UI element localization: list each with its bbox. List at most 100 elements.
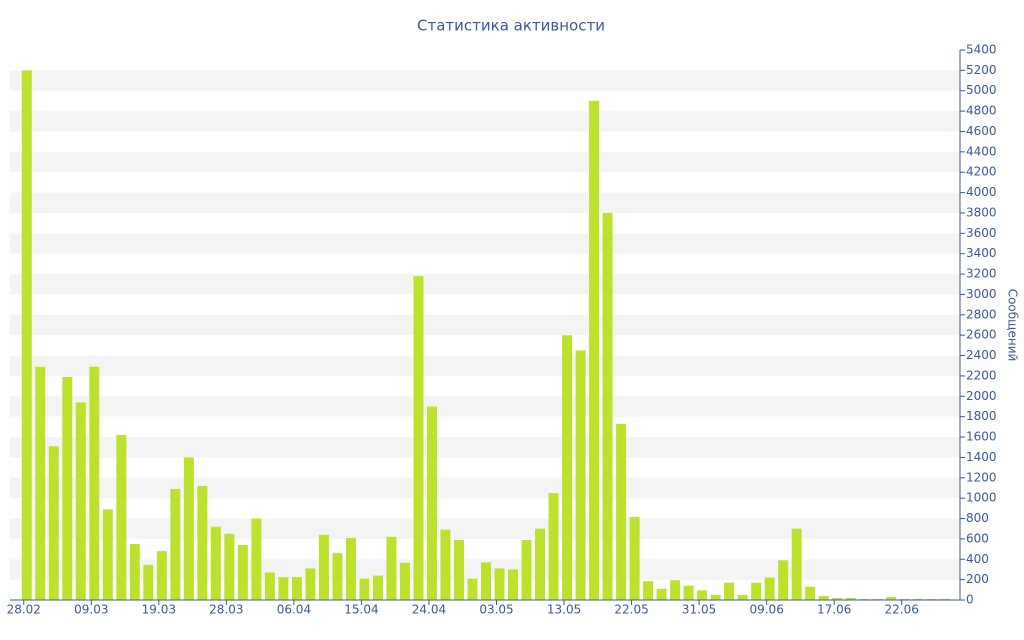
bar [589, 100, 600, 600]
bar [535, 528, 546, 600]
bar [62, 376, 73, 600]
y-tick-label: 2600 [966, 328, 997, 342]
bar [670, 580, 681, 600]
y-tick-label: 3600 [966, 226, 997, 240]
bar [940, 598, 951, 600]
y-tick-label: 4000 [966, 185, 997, 199]
y-tick-label: 1600 [966, 430, 997, 444]
x-tick-label: 19.03 [142, 603, 176, 617]
bar [224, 533, 235, 600]
bar [764, 577, 775, 600]
y-tick-label: 5200 [966, 63, 997, 77]
y-tick-label: 5000 [966, 83, 997, 97]
x-tick-label: 13.05 [547, 603, 581, 617]
x-tick-label: 28.02 [7, 603, 41, 617]
bar [89, 366, 100, 600]
y-tick-label: 200 [966, 572, 989, 586]
y-tick-label: 1400 [966, 450, 997, 464]
bar [481, 562, 491, 600]
x-tick-label: 17.06 [817, 603, 851, 617]
bar [251, 518, 262, 600]
bar [872, 598, 883, 600]
bar [386, 536, 397, 600]
grid-band [10, 70, 960, 91]
grid-band [10, 314, 960, 336]
x-tick-label: 15.04 [344, 603, 378, 617]
bar [453, 539, 464, 600]
y-tick-label: 0 [966, 593, 974, 607]
y-tick-label: 5400 [966, 43, 997, 57]
bar [291, 577, 302, 600]
bar [710, 594, 721, 600]
bar [183, 457, 194, 600]
bar [372, 575, 383, 600]
bar [413, 276, 424, 600]
bar [170, 488, 181, 600]
bar [102, 509, 113, 600]
bar [913, 598, 924, 600]
y-tick-label: 4600 [966, 124, 997, 138]
x-tick-label: 24.04 [412, 603, 446, 617]
bar [643, 581, 654, 600]
bar [629, 516, 640, 600]
grid-band [10, 192, 960, 213]
bar [467, 578, 478, 600]
bar [278, 577, 289, 600]
y-axis-label: Сообщений [1006, 289, 1020, 362]
chart-title: Статистика активности [417, 17, 605, 35]
y-tick-label: 2400 [966, 348, 997, 362]
y-tick-label: 800 [966, 511, 989, 525]
y-tick-label: 4800 [966, 104, 997, 118]
x-tick-label: 28.03 [209, 603, 243, 617]
bar [116, 435, 127, 600]
bar [616, 423, 627, 600]
x-tick-label: 22.06 [885, 603, 919, 617]
bar [494, 568, 505, 600]
grid-band [10, 111, 960, 132]
bar [143, 564, 154, 600]
bar [751, 582, 762, 600]
y-tick-label: 3000 [966, 287, 997, 301]
bar [75, 402, 86, 600]
y-tick-label: 3800 [966, 205, 997, 219]
x-tick-label: 09.03 [74, 603, 108, 617]
bar [548, 493, 559, 600]
bar [737, 594, 748, 600]
y-tick-label: 4200 [966, 165, 997, 179]
grid-band [10, 437, 960, 458]
bar [399, 562, 410, 600]
grid-band [10, 477, 960, 499]
bar [683, 585, 694, 600]
grid-band [10, 151, 960, 173]
bar [562, 335, 573, 600]
bar [832, 597, 843, 600]
bar [210, 526, 221, 600]
bar [859, 598, 870, 600]
y-tick-label: 400 [966, 552, 989, 566]
grid-band [10, 233, 960, 254]
bar [697, 590, 708, 600]
bar [602, 212, 613, 601]
bar [508, 569, 519, 600]
bar [21, 70, 32, 601]
bar [35, 366, 46, 600]
bar [156, 551, 167, 600]
bar [345, 537, 356, 600]
bar [845, 597, 856, 600]
bar [791, 528, 802, 600]
y-tick-label: 600 [966, 531, 989, 545]
bar [426, 406, 437, 600]
bar [575, 350, 586, 600]
y-tick-label: 2800 [966, 307, 997, 321]
bar [305, 568, 316, 600]
grid-band [10, 396, 960, 417]
bar [332, 553, 343, 600]
bar [886, 596, 897, 600]
y-tick-label: 2000 [966, 389, 997, 403]
bar [818, 595, 829, 600]
bar [318, 534, 329, 600]
grid-band [10, 518, 960, 539]
bar [264, 572, 275, 600]
bar [805, 586, 816, 600]
